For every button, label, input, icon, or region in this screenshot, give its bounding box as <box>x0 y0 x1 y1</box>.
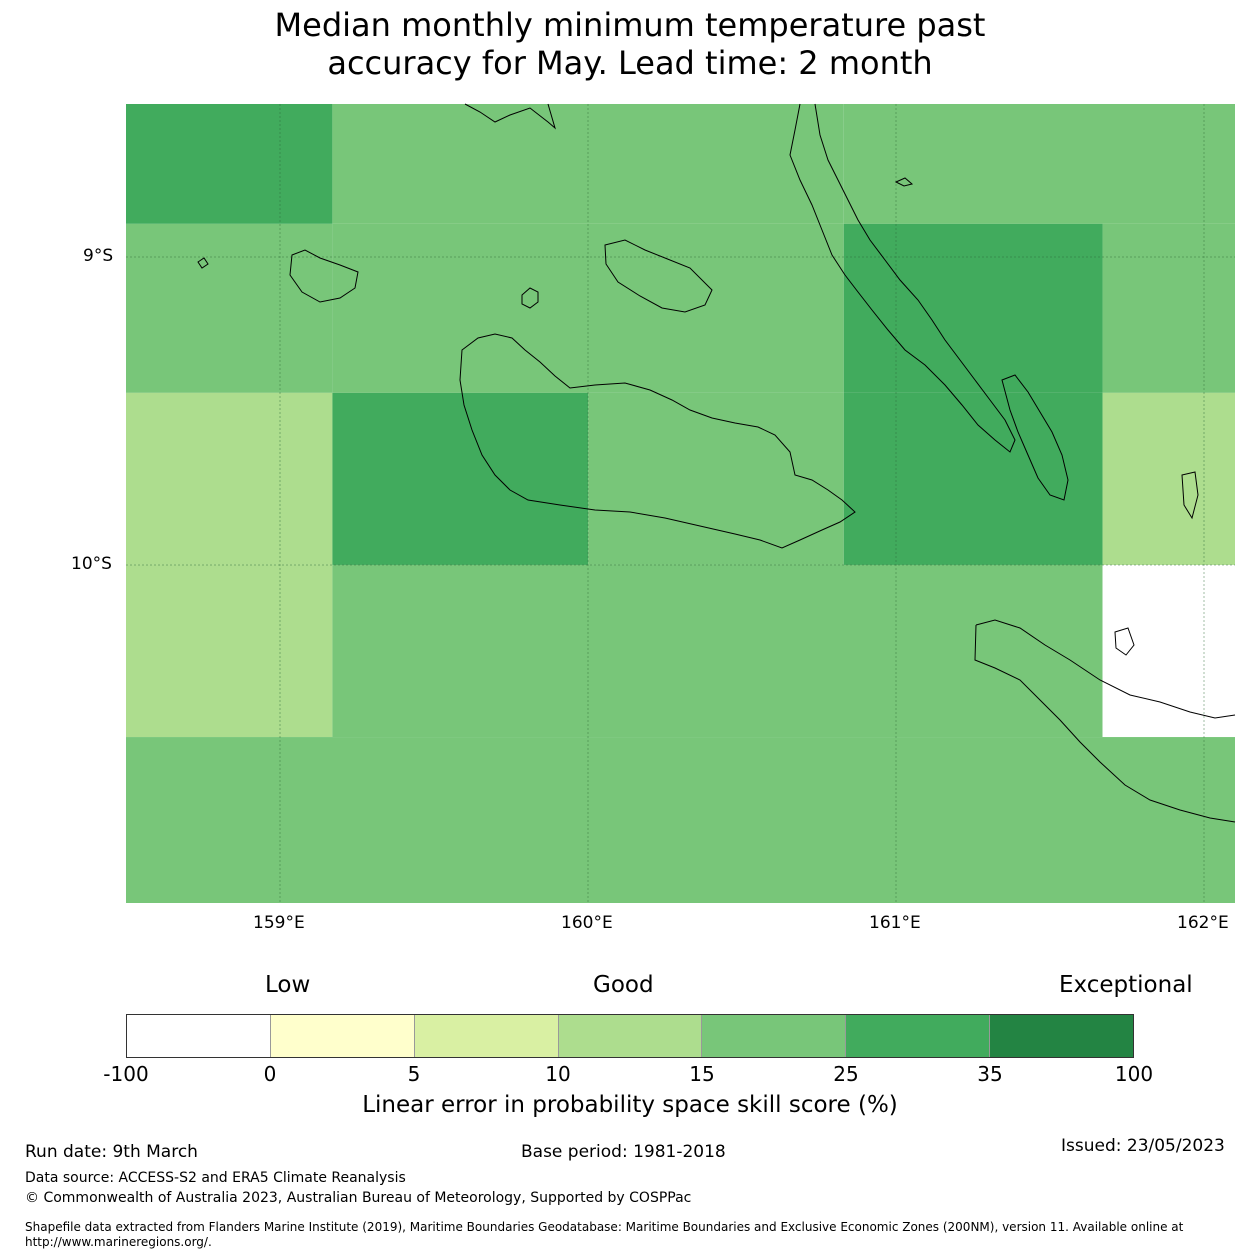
map-title: Median monthly minimum temperature past … <box>0 6 1260 82</box>
skill-cell <box>332 392 589 565</box>
graticule <box>126 104 1235 903</box>
lon-tick-161e: 161°E <box>869 913 921 933</box>
colorbar-label: Linear error in probability space skill … <box>362 1092 898 1118</box>
colorbar-tick: 15 <box>689 1062 715 1086</box>
skill-cell <box>332 104 844 224</box>
skill-cell <box>843 223 1103 393</box>
colorbar-segment <box>702 1015 847 1057</box>
base-period: Base period: 1981-2018 <box>521 1142 726 1162</box>
skill-cell <box>588 392 844 565</box>
coastline-north-islet <box>197 257 209 269</box>
lon-tick-162e: 162°E <box>1177 913 1229 933</box>
skill-grid-cells <box>126 104 1235 903</box>
title-line-1: Median monthly minimum temperature past <box>274 6 986 44</box>
shapefile-credit: Shapefile data extracted from Flanders M… <box>25 1220 1184 1249</box>
skill-cell <box>126 392 333 565</box>
legend-category-good: Good <box>593 972 654 998</box>
colorbar-segment <box>414 1015 559 1057</box>
skill-cell <box>843 392 1103 565</box>
colorbar-segment <box>846 1015 991 1057</box>
colorbar-segment <box>558 1015 703 1057</box>
coastline-three-sisters <box>1114 627 1135 656</box>
skill-cell <box>1102 392 1235 565</box>
coastline-makira <box>974 619 1236 823</box>
skill-cell <box>1102 564 1235 738</box>
colorbar-tick: 35 <box>977 1062 1003 1086</box>
data-source: Data source: ACCESS-S2 and ERA5 Climate … <box>25 1170 406 1186</box>
legend-category-low: Low <box>265 972 311 998</box>
skill-cell <box>332 223 844 393</box>
skill-cell <box>1102 223 1235 393</box>
coastline-islet-east <box>894 177 914 187</box>
lat-tick-9s: 9°S <box>83 246 114 266</box>
coastline-savo <box>521 287 539 309</box>
colorbar-segment <box>990 1015 1134 1057</box>
coastline-small-malaita <box>1001 374 1069 501</box>
colorbar-segment <box>127 1015 271 1057</box>
skill-cell <box>843 104 1235 224</box>
colorbar-tick: 25 <box>833 1062 859 1086</box>
coastlines <box>197 103 1236 823</box>
coastline-islet-north <box>464 103 556 130</box>
copyright: © Commonwealth of Australia 2023, Austra… <box>25 1190 692 1206</box>
coastline-malaita <box>789 103 1016 453</box>
skill-cell <box>126 223 333 393</box>
skill-cell <box>126 104 333 224</box>
skill-cell <box>126 564 333 738</box>
coastline-ulawa <box>1181 471 1199 520</box>
lon-tick-159e: 159°E <box>253 913 305 933</box>
colorbar-tick: 10 <box>545 1062 571 1086</box>
coastline-florida-islands <box>604 239 713 313</box>
run-date: Run date: 9th March <box>25 1142 198 1162</box>
lat-tick-10s: 10°S <box>71 554 112 574</box>
coastline-russell-islands <box>289 249 359 303</box>
skill-cell <box>126 737 1235 903</box>
coastline-guadalcanal <box>459 333 856 549</box>
colorbar-tick: -100 <box>103 1062 149 1086</box>
legend-category-exceptional: Exceptional <box>1059 972 1193 998</box>
issued-date: Issued: 23/05/2023 <box>1061 1136 1225 1156</box>
colorbar-tick: 0 <box>263 1062 277 1086</box>
skill-map <box>126 103 1236 903</box>
colorbar-tick: 5 <box>407 1062 421 1086</box>
title-line-2: accuracy for May. Lead time: 2 month <box>327 44 933 82</box>
colorbar <box>126 1014 1134 1058</box>
lon-tick-160e: 160°E <box>561 913 613 933</box>
skill-cell <box>332 564 1103 738</box>
colorbar-tick: 100 <box>1114 1062 1154 1086</box>
colorbar-segment <box>270 1015 415 1057</box>
